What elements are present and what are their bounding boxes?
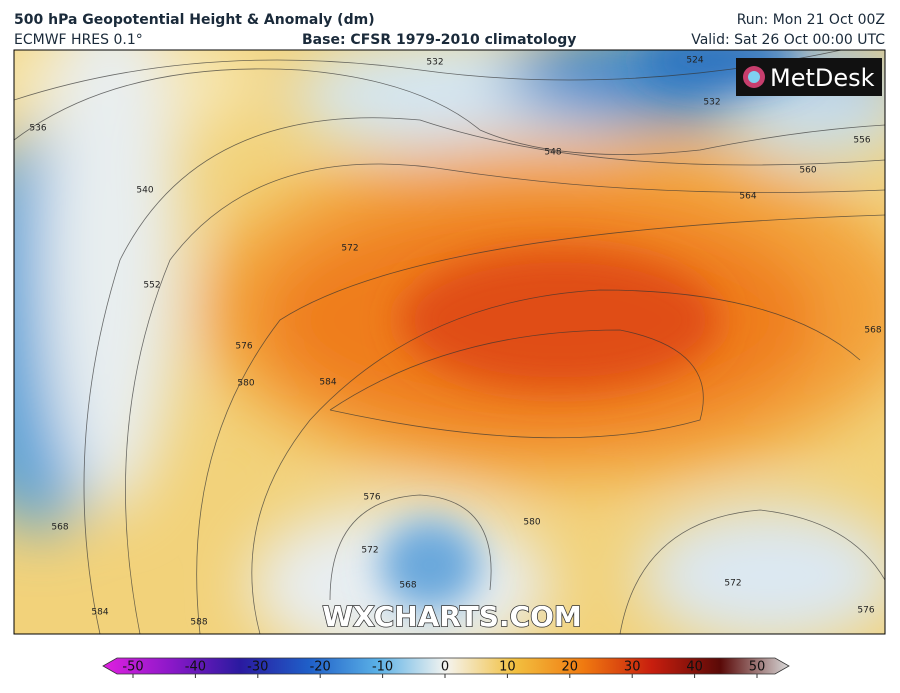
colorbar-tick-label: 20: [562, 660, 579, 675]
contour-label: 540: [136, 186, 153, 196]
valid: Valid: Sat 26 Oct 00:00 UTC: [691, 32, 885, 48]
contour-label: 576: [857, 606, 874, 616]
contour-label: 536: [29, 124, 46, 134]
colorbar-tick-label: -40: [185, 660, 206, 675]
colorbar: [102, 657, 790, 675]
colorbar-tick-label: 30: [624, 660, 641, 675]
contour-label: 584: [319, 378, 336, 388]
map-frame: [13, 49, 886, 635]
colorbar-tick-label: -20: [310, 660, 331, 675]
contour-label: 556: [853, 136, 870, 146]
contour-label: 588: [190, 618, 207, 628]
logo-icon-core: [748, 71, 760, 83]
contour-label: 572: [724, 579, 741, 589]
contour-label: 576: [363, 493, 380, 503]
colorbar-tick-label: -10: [372, 660, 393, 675]
map: [14, 50, 885, 634]
colorbar-tick-label: -30: [247, 660, 268, 675]
contour-label: 552: [143, 281, 160, 291]
contour-label: 532: [426, 58, 443, 68]
contour-label: 532: [703, 98, 720, 108]
base: Base: CFSR 1979-2010 climatology: [302, 32, 576, 48]
contour-label: 568: [399, 581, 416, 591]
contour-label: 572: [361, 546, 378, 556]
colorbar-tick-label: -50: [122, 660, 143, 675]
run: Run: Mon 21 Oct 00Z: [737, 12, 885, 28]
colorbar-tick-label: 0: [441, 660, 449, 675]
colorbar-tick-label: 10: [499, 660, 516, 675]
colorbar-tick-label: 40: [686, 660, 703, 675]
title: 500 hPa Geopotential Height & Anomaly (d…: [14, 12, 375, 28]
contour-label: 572: [341, 244, 358, 254]
contour-label: 568: [864, 326, 881, 336]
colorbar-tick-label: 50: [749, 660, 766, 675]
contour-label: 580: [523, 518, 540, 528]
contour-label: 524: [686, 56, 703, 66]
contour-label: 568: [51, 523, 68, 533]
contour-label: 548: [544, 148, 561, 158]
contour-label: 584: [91, 608, 108, 618]
contour-label: 564: [739, 192, 756, 202]
contour-label: 560: [799, 166, 816, 176]
logo: MetDesk: [770, 64, 875, 92]
watermark: WXCHARTS.COM: [322, 600, 582, 633]
contour-label: 580: [237, 379, 254, 389]
contour-label: 576: [235, 342, 252, 352]
model: ECMWF HRES 0.1°: [14, 32, 143, 48]
